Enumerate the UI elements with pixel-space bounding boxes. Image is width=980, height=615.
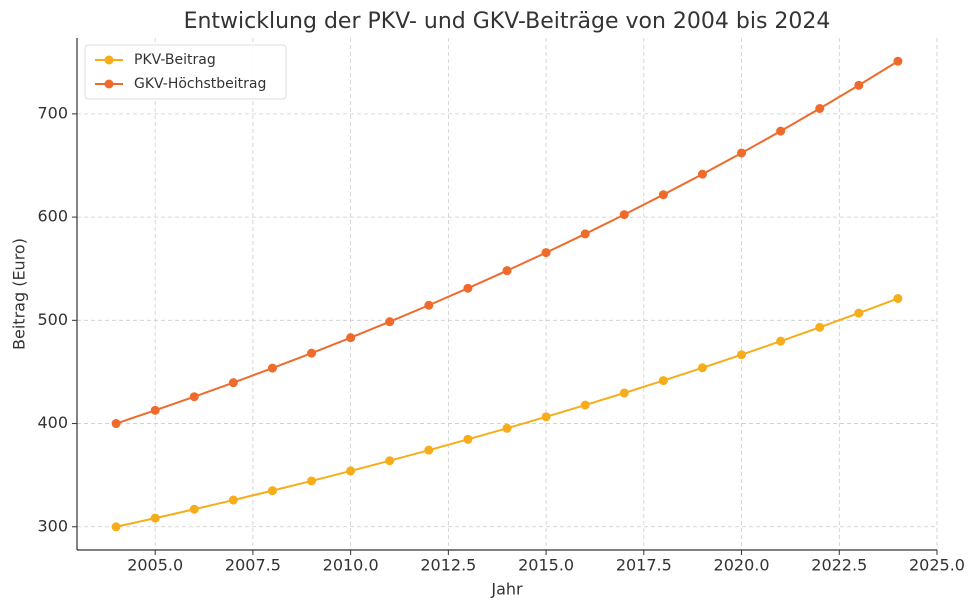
data-point	[893, 56, 903, 66]
data-point	[776, 336, 786, 346]
data-point	[658, 190, 668, 200]
series-line	[115, 297, 899, 528]
data-point	[697, 169, 707, 179]
data-point	[502, 266, 512, 276]
legend: PKV-Beitrag GKV-Höchstbeitrag	[84, 44, 287, 100]
data-point	[815, 104, 825, 114]
x-tick-label: 2007.5	[225, 556, 281, 575]
data-point	[424, 445, 434, 455]
x-tick-label: 2010.0	[323, 556, 379, 575]
x-tick-label: 2017.5	[616, 556, 672, 575]
data-point	[854, 80, 864, 90]
data-point	[619, 210, 629, 220]
data-point	[580, 229, 590, 239]
data-point	[111, 419, 121, 429]
data-point	[267, 486, 277, 496]
y-tick-label: 400	[37, 413, 68, 432]
x-tick-label: 2005.0	[127, 556, 183, 575]
legend-marker	[104, 79, 114, 89]
legend-box	[84, 44, 287, 100]
x-tick-label: 2025.0	[909, 556, 965, 575]
data-point	[307, 476, 317, 486]
legend-label: GKV-Höchstbeitrag	[134, 76, 266, 92]
data-point	[580, 400, 590, 410]
data-point	[346, 466, 356, 476]
data-point	[697, 363, 707, 373]
x-tick-label: 2015.0	[518, 556, 574, 575]
data-point	[228, 495, 238, 505]
data-point	[189, 392, 199, 402]
data-point	[267, 363, 277, 373]
data-point	[541, 412, 551, 422]
data-point	[346, 333, 356, 343]
data-point	[463, 283, 473, 293]
data-point	[619, 388, 629, 398]
x-tick-label: 2012.5	[420, 556, 476, 575]
y-tick-label: 500	[37, 310, 68, 329]
legend-label: PKV-Beitrag	[134, 52, 216, 68]
data-point	[228, 378, 238, 388]
x-axis-label: Jahr	[490, 580, 523, 599]
x-tick-label: 2022.5	[811, 556, 867, 575]
data-point	[463, 434, 473, 444]
data-point	[189, 504, 199, 514]
y-tick-label: 300	[37, 516, 68, 535]
series-line	[115, 60, 899, 425]
data-point	[737, 350, 747, 360]
y-axis-label: Beitrag (Euro)	[10, 238, 29, 350]
data-point	[737, 148, 747, 158]
chart-title: Entwicklung der PKV- und GKV-Beiträge vo…	[184, 9, 831, 34]
data-point	[854, 308, 864, 318]
data-point	[776, 126, 786, 136]
data-point	[424, 300, 434, 310]
data-point	[658, 376, 668, 386]
data-point	[385, 456, 395, 466]
data-point	[502, 423, 512, 433]
legend-marker	[104, 55, 114, 65]
data-point	[385, 317, 395, 327]
data-point	[150, 513, 160, 523]
data-point	[111, 522, 121, 532]
data-point	[815, 322, 825, 332]
data-point	[307, 348, 317, 358]
y-tick-label: 700	[37, 103, 68, 122]
x-tick-label: 2020.0	[714, 556, 770, 575]
data-point	[541, 248, 551, 258]
y-tick-label: 600	[37, 207, 68, 226]
data-point	[150, 405, 160, 415]
data-point	[893, 293, 903, 303]
